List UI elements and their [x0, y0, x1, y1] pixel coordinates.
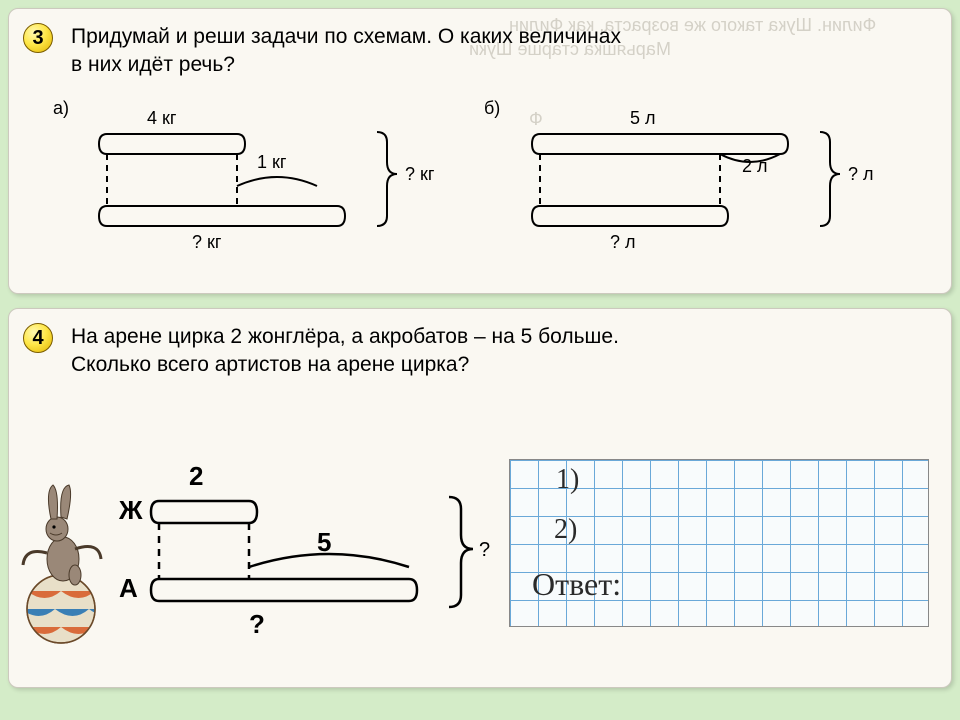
val-3a-side: 1 кг: [257, 152, 286, 173]
val-4-extra: 5: [317, 527, 331, 558]
prompt4-line1: На арене цирка 2 жонглёра, а акробатов –…: [71, 325, 619, 348]
val-3b-side: 2 л: [742, 156, 768, 177]
val-3a-top: 4 кг: [147, 108, 176, 129]
lab-4-row2: А: [119, 573, 138, 604]
val-3b-top: 5 л: [630, 108, 656, 129]
diagram-4-svg: [109, 439, 489, 659]
problem-number-badge-4: 4: [23, 323, 53, 353]
q-3a-brace: ? кг: [405, 164, 434, 185]
rabbit-on-ball-illustration: [11, 459, 121, 649]
q-4-bottom: ?: [249, 609, 265, 640]
q-3b-brace: ? л: [848, 164, 874, 185]
problem3-diagrams: а): [27, 94, 933, 274]
q-3a-bottom: ? кг: [192, 232, 221, 253]
ghost-text: Марьяшка старше Шуки: [469, 39, 671, 60]
answer-line-1: 1): [556, 464, 579, 496]
problem-card-4: 4 На арене цирка 2 жонглёра, а акробатов…: [8, 308, 952, 688]
prompt4-line2: Сколько всего артистов на арене цирка?: [71, 353, 469, 376]
q-4-brace: ?: [479, 539, 490, 562]
answer-line-2: 2): [554, 514, 577, 546]
problem-4-prompt: На арене цирка 2 жонглёра, а акробатов –…: [71, 323, 933, 380]
val-4-top: 2: [189, 461, 203, 492]
lab-4-row1: Ж: [119, 495, 143, 526]
answer-grid[interactable]: 1) 2) Ответ:: [509, 459, 929, 627]
diagram-4: 2 Ж 5 А ? ?: [109, 439, 489, 659]
problem-number-badge-3: 3: [23, 23, 53, 53]
answer-line-3: Ответ:: [532, 566, 621, 603]
diagram-3a: а): [27, 94, 480, 274]
diagram-3b: б): [480, 94, 933, 274]
problem-card-3: 3 Придумай и реши задачи по схемам. О ка…: [8, 8, 952, 294]
ghost-text: Филин. Шука такого же возраста, как Фили…: [509, 15, 876, 36]
q-3b-bottom: ? л: [610, 232, 636, 253]
prompt3-line2: в них идёт речь?: [71, 53, 235, 76]
